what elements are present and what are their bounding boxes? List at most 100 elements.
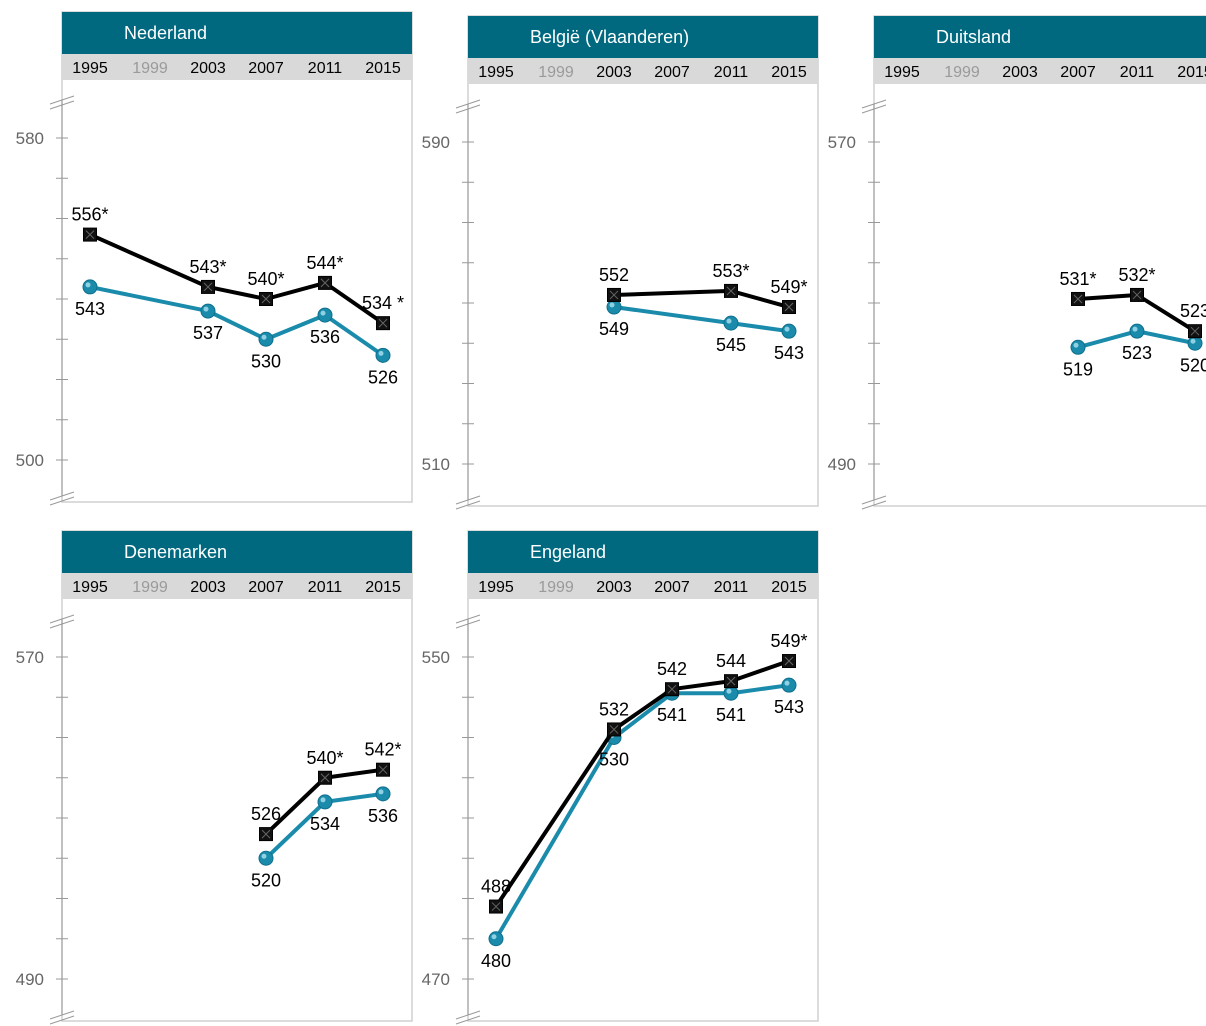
year-label-2011: 2011 <box>308 579 343 596</box>
y-tick-label-max: 570 <box>16 648 44 667</box>
point-black-mark <box>491 902 501 911</box>
year-label-1999: 1999 <box>538 579 574 596</box>
year-label-2003: 2003 <box>596 64 632 81</box>
point-black-mark <box>1190 326 1200 336</box>
point-black-mark <box>784 302 794 312</box>
data-label-teal: 520 <box>251 870 281 890</box>
data-label-black: 544* <box>306 253 343 273</box>
year-label-1995: 1995 <box>478 579 514 596</box>
point-teal-highlight <box>1132 326 1138 332</box>
panel-title: België (Vlaanderen) <box>530 27 689 47</box>
data-label-teal: 523 <box>1122 343 1152 363</box>
axis-break-bottom <box>49 491 75 506</box>
point-teal-highlight <box>203 306 209 312</box>
year-label-2011: 2011 <box>1120 64 1155 81</box>
y-tick-label-max: 590 <box>422 133 450 152</box>
chart-svg: België (Vlaanderen) 1995 1999 2003 2007 2011 2… <box>422 15 819 510</box>
year-label-1995: 1995 <box>884 64 920 81</box>
point-black-mark <box>726 676 736 686</box>
point-teal <box>1129 323 1145 339</box>
data-label-black: 544 <box>716 651 746 671</box>
data-label-teal: 545 <box>716 335 746 355</box>
point-black-mark <box>667 684 677 694</box>
data-label-black: 531* <box>1059 269 1096 289</box>
panel-header <box>62 12 412 54</box>
data-label-teal: 530 <box>251 351 281 371</box>
panel-engeland: Engeland 1995 1999 2003 2007 2011 2015 550 470 48… <box>406 530 820 1026</box>
axis-break-top <box>455 99 481 114</box>
point-teal <box>723 685 739 701</box>
data-label-black: 488 <box>481 877 511 897</box>
year-label-2015: 2015 <box>1177 64 1206 81</box>
point-black-mark <box>261 294 271 304</box>
point-teal <box>723 315 739 331</box>
years-bar <box>62 54 412 80</box>
year-label-2011: 2011 <box>714 64 749 81</box>
data-label-teal: 534 <box>310 814 340 834</box>
panel-title: Nederland <box>124 23 207 43</box>
year-label-2015: 2015 <box>365 60 401 77</box>
data-label-black: 542 <box>657 659 687 679</box>
point-teal-highlight <box>1190 338 1196 344</box>
plot-frame <box>467 15 819 507</box>
chart-svg: Engeland 1995 1999 2003 2007 2011 2015 550 470 48… <box>422 530 819 1025</box>
plot-frame <box>873 15 1206 507</box>
year-label-2003: 2003 <box>190 60 226 77</box>
axis-break-top <box>49 95 75 110</box>
data-label-black: 526 <box>251 804 281 824</box>
y-tick-label-max: 570 <box>828 133 856 152</box>
point-black-mark <box>609 290 619 300</box>
data-label-teal: 541 <box>657 705 687 725</box>
plot-frame <box>61 530 413 1022</box>
data-label-black: 549* <box>770 631 807 651</box>
axis-break-top <box>455 614 481 629</box>
point-teal <box>375 786 391 802</box>
point-black-mark <box>320 278 330 288</box>
years-bar <box>874 58 1206 84</box>
data-label-black: 553* <box>712 261 749 281</box>
axis-break-top <box>49 614 75 629</box>
point-teal-highlight <box>784 326 790 332</box>
panel-title: Engeland <box>530 542 606 562</box>
point-black-mark <box>261 829 271 839</box>
year-label-1995: 1995 <box>72 579 108 596</box>
data-label-teal: 480 <box>481 951 511 971</box>
data-label-teal: 543 <box>774 343 804 363</box>
year-label-1999: 1999 <box>944 64 980 81</box>
year-label-1995: 1995 <box>478 64 514 81</box>
years-bar <box>62 573 412 599</box>
point-black-mark <box>726 286 736 296</box>
point-black-mark <box>1132 290 1142 300</box>
data-label-teal: 549 <box>599 319 629 339</box>
point-teal <box>1187 335 1203 351</box>
panel-header <box>468 531 818 573</box>
data-label-teal: 543 <box>75 299 105 319</box>
point-teal <box>606 299 622 315</box>
point-teal-highlight <box>378 789 384 795</box>
y-tick-label-max: 580 <box>16 129 44 148</box>
y-tick-label-min: 490 <box>16 970 44 989</box>
panel-belgie-vlaanderen: België (Vlaanderen) 1995 1999 2003 2007 2011 2… <box>406 15 820 511</box>
point-black-mark <box>1073 294 1083 304</box>
point-teal <box>258 331 274 347</box>
panel-header <box>62 531 412 573</box>
point-teal <box>781 323 797 339</box>
data-label-black: 556* <box>71 205 108 225</box>
point-teal-highlight <box>726 688 732 694</box>
data-label-black: 523 <box>1180 301 1206 321</box>
data-label-black: 540* <box>306 748 343 768</box>
point-teal-highlight <box>726 318 732 324</box>
point-teal <box>1070 339 1086 355</box>
data-label-black: 534 * <box>362 293 404 313</box>
data-label-teal: 536 <box>368 806 398 826</box>
point-black-mark <box>609 725 619 734</box>
panel-denemarken: Denemarken 1995 1999 2003 2007 2011 2015 570 490… <box>0 530 414 1026</box>
year-label-2007: 2007 <box>248 579 284 596</box>
data-label-teal: 520 <box>1180 355 1206 375</box>
point-black-mark <box>784 656 794 666</box>
year-label-2015: 2015 <box>771 64 807 81</box>
year-label-1999: 1999 <box>538 64 574 81</box>
y-tick-label-max: 550 <box>422 648 450 667</box>
point-teal-highlight <box>609 302 615 308</box>
point-black-mark <box>378 318 388 328</box>
